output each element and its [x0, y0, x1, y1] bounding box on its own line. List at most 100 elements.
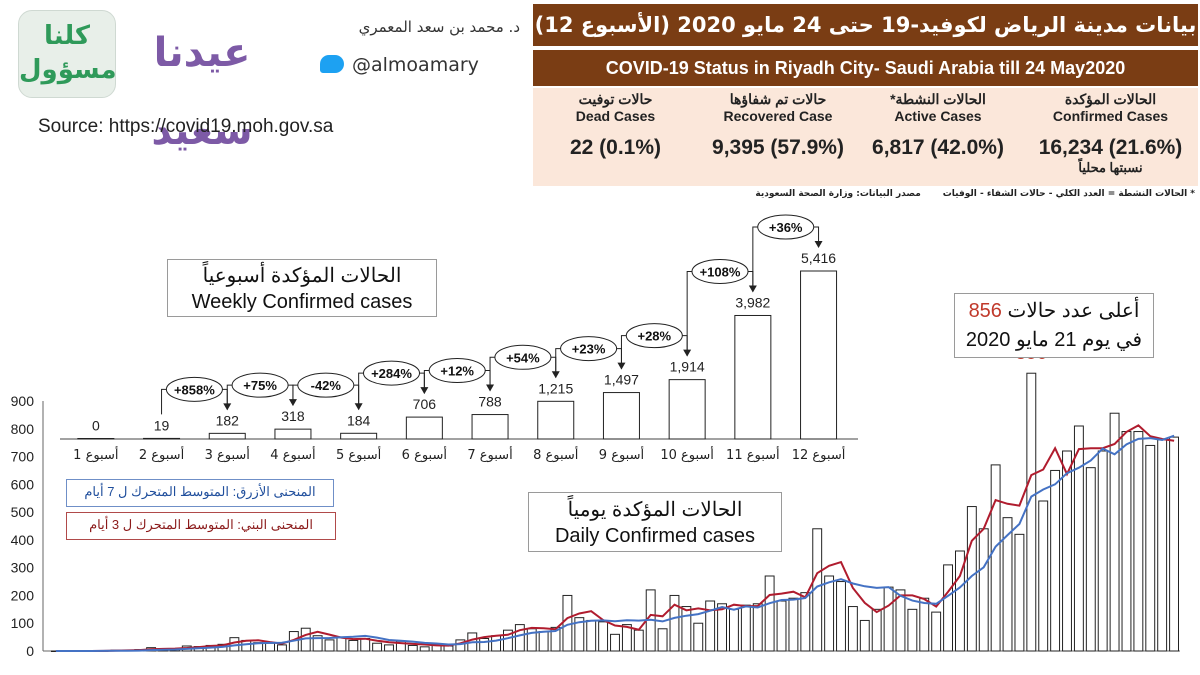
daily-bar [407, 644, 418, 652]
change-bubble [494, 344, 552, 370]
weekly-category-label: أسبوع 5 [336, 446, 381, 463]
daily-bar [514, 624, 525, 652]
ma7-line [55, 434, 1175, 652]
daily-bar [312, 635, 323, 652]
daily-bar [1026, 372, 1037, 652]
daily-bar [1169, 436, 1179, 652]
change-label: +108% [700, 264, 741, 279]
daily-bar [443, 645, 454, 652]
change-bubble [165, 376, 223, 402]
weekly-value-label: 318 [281, 408, 305, 424]
daily-bar [598, 621, 609, 652]
change-label: +12% [440, 364, 474, 379]
weekly-category-label: أسبوع 11 [726, 446, 780, 463]
daily-bar [669, 594, 680, 652]
daily-bar [1038, 500, 1049, 652]
change-arrowhead [814, 241, 823, 248]
daily-bar [621, 624, 632, 652]
daily-bar [384, 644, 394, 652]
stat-dead-value: 22 (0.1%) [569, 136, 662, 159]
daily-bar [1121, 431, 1132, 652]
weekly-value-label: 182 [216, 412, 240, 428]
y-tick-label: 200 [11, 587, 35, 603]
daily-bar [479, 638, 490, 652]
weekly-value-label: 1,914 [670, 359, 705, 375]
daily-bar [931, 611, 942, 652]
daily-bar [681, 606, 692, 652]
y-tick-label: 0 [26, 643, 34, 659]
change-bubble [363, 360, 420, 386]
stat-dead-ar: حالات توفيت [578, 91, 653, 107]
daily-bar [277, 644, 287, 652]
source-label: Source: https://covid19.moh.gov.sa [38, 116, 334, 137]
daily-bar [836, 581, 846, 652]
ma3-line [55, 424, 1175, 652]
daily-bar [1109, 412, 1120, 652]
stat-recovered: حالات تم شفاؤها Recovered Case 9,395 (57… [698, 88, 858, 160]
weekly-value-label: 1,497 [604, 372, 639, 388]
weekly-value-label: 184 [347, 412, 371, 428]
stat-confirmed-ar: الحالات المؤكدة [1064, 91, 1157, 107]
daily-bar [895, 589, 906, 652]
daily-bar [693, 622, 704, 652]
stat-confirmed: الحالات المؤكدة Confirmed Cases 16,234 (… [1023, 88, 1198, 176]
change-bubble [297, 372, 355, 398]
daily-bar [419, 646, 430, 652]
daily-bar [336, 636, 347, 652]
daily-bar [847, 606, 858, 652]
daily-bar [538, 631, 549, 652]
daily-bar [324, 639, 335, 652]
daily-bar [919, 597, 930, 652]
change-label: -42% [311, 378, 342, 393]
twitter-handle[interactable]: @almoamary [320, 54, 490, 76]
weekly-bar [405, 416, 443, 440]
weekly-category-label: أسبوع 2 [139, 446, 184, 463]
stat-dead-en: Dead Cases [575, 108, 656, 124]
change-label: +75% [243, 378, 277, 393]
weekly-bar [274, 428, 312, 440]
daily-bar [740, 604, 751, 652]
weekly-bar [340, 432, 378, 440]
weekly-value-label: 788 [478, 394, 502, 410]
y-tick-label: 400 [11, 532, 35, 548]
change-label: +54% [506, 350, 540, 365]
change-label: +23% [572, 342, 606, 357]
daily-bar [1062, 450, 1072, 652]
weekly-value-label: 3,982 [735, 294, 770, 310]
weekly-category-label: أسبوع 4 [270, 446, 315, 463]
eid-saeed-logo: عيدنا سعيد [151, 30, 253, 154]
weekly-bar [77, 438, 115, 440]
weekly-bar [734, 314, 772, 440]
weekly-value-label: 19 [154, 417, 170, 433]
weekly-value-label: 1,215 [538, 380, 573, 396]
daily-bar [1073, 425, 1084, 652]
stat-active: الحالات النشطة* Active Cases 6,817 (42.0… [858, 88, 1018, 160]
weekly-category-label: أسبوع 7 [467, 446, 512, 463]
footnote-active-def: * الحالات النشطة = العدد الكلي - حالات ا… [942, 189, 1195, 199]
weekly-bar [800, 270, 838, 440]
weekly-title-ar: الحالات المؤكدة أسبوعياً [202, 265, 402, 287]
daily-bar [586, 619, 597, 652]
peak-line1-prefix: أعلى عدد حالات [1007, 300, 1140, 322]
change-bubble [560, 336, 618, 362]
title-english: COVID-19 Status in Riyadh City- Saudi Ar… [533, 50, 1198, 86]
legend-ma7: المنحنى الأزرق: المتوسط المتحرك ل 7 أيام [66, 479, 334, 507]
stat-recovered-ar: حالات تم شفاؤها [729, 91, 827, 107]
daily-bar [633, 629, 644, 652]
title-arabic: بيانات مدينة الرياض لكوفيد-19 حتى 24 ماي… [533, 4, 1198, 46]
daily-bar [800, 592, 811, 652]
stat-dead: حالات توفيت Dead Cases 22 (0.1%) [533, 88, 698, 160]
stat-confirmed-en: Confirmed Cases [1052, 108, 1169, 124]
stat-recovered-en: Recovered Case [723, 108, 833, 124]
daily-bar [764, 575, 775, 652]
daily-bar [871, 608, 882, 652]
stat-confirmed-value: 16,234 (21.6%) [1038, 136, 1183, 159]
weekly-category-label: أسبوع 6 [402, 446, 447, 463]
footnote-source: مصدر البيانات: وزارة الصحة السعودية [755, 189, 921, 199]
daily-bar [372, 642, 383, 652]
change-bubble [625, 323, 683, 349]
legend-ma3: المنحنى البني: المتوسط المتحرك ل 3 أيام [66, 512, 336, 540]
daily-bar [1097, 450, 1108, 652]
daily-bar [1014, 533, 1025, 652]
daily-bar [705, 600, 716, 652]
